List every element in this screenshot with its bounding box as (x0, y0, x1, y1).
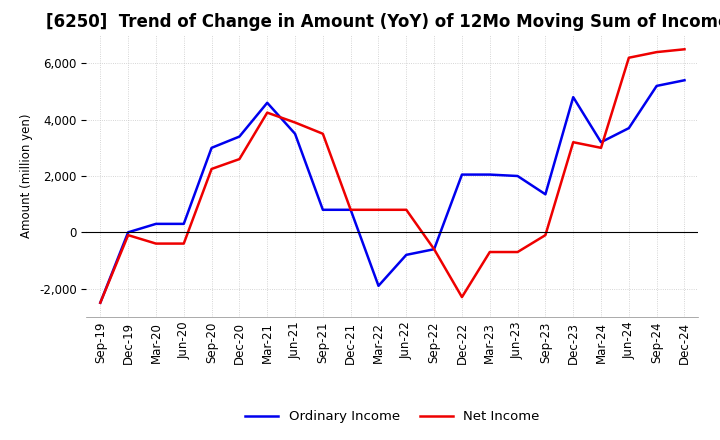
Ordinary Income (318, 207, 327, 213)
Net Income (680, 47, 689, 52)
Net Income (458, 294, 467, 300)
Ordinary Income (624, 125, 633, 131)
Net Income (541, 232, 550, 238)
Net Income (652, 49, 661, 55)
Line: Ordinary Income: Ordinary Income (100, 80, 685, 303)
Net Income (318, 131, 327, 136)
Ordinary Income (569, 95, 577, 100)
Ordinary Income (346, 207, 355, 213)
Ordinary Income (485, 172, 494, 177)
Ordinary Income (402, 252, 410, 257)
Net Income (96, 300, 104, 305)
Ordinary Income (374, 283, 383, 289)
Net Income (124, 232, 132, 238)
Net Income (597, 145, 606, 150)
Ordinary Income (152, 221, 161, 227)
Ordinary Income (597, 139, 606, 145)
Net Income (346, 207, 355, 213)
Net Income (235, 157, 243, 162)
Ordinary Income (124, 230, 132, 235)
Ordinary Income (458, 172, 467, 177)
Title: [6250]  Trend of Change in Amount (YoY) of 12Mo Moving Sum of Incomes: [6250] Trend of Change in Amount (YoY) o… (46, 13, 720, 31)
Net Income (569, 139, 577, 145)
Ordinary Income (541, 192, 550, 197)
Ordinary Income (263, 100, 271, 106)
Net Income (179, 241, 188, 246)
Ordinary Income (179, 221, 188, 227)
Line: Net Income: Net Income (100, 49, 685, 303)
Net Income (485, 249, 494, 255)
Ordinary Income (207, 145, 216, 150)
Net Income (207, 166, 216, 172)
Net Income (152, 241, 161, 246)
Net Income (402, 207, 410, 213)
Ordinary Income (235, 134, 243, 139)
Net Income (430, 246, 438, 252)
Ordinary Income (513, 173, 522, 179)
Ordinary Income (430, 246, 438, 252)
Y-axis label: Amount (million yen): Amount (million yen) (20, 114, 33, 238)
Net Income (263, 110, 271, 115)
Net Income (291, 120, 300, 125)
Ordinary Income (680, 77, 689, 83)
Net Income (513, 249, 522, 255)
Ordinary Income (652, 83, 661, 88)
Ordinary Income (96, 300, 104, 305)
Net Income (374, 207, 383, 213)
Legend: Ordinary Income, Net Income: Ordinary Income, Net Income (240, 405, 545, 429)
Net Income (624, 55, 633, 60)
Ordinary Income (291, 131, 300, 136)
